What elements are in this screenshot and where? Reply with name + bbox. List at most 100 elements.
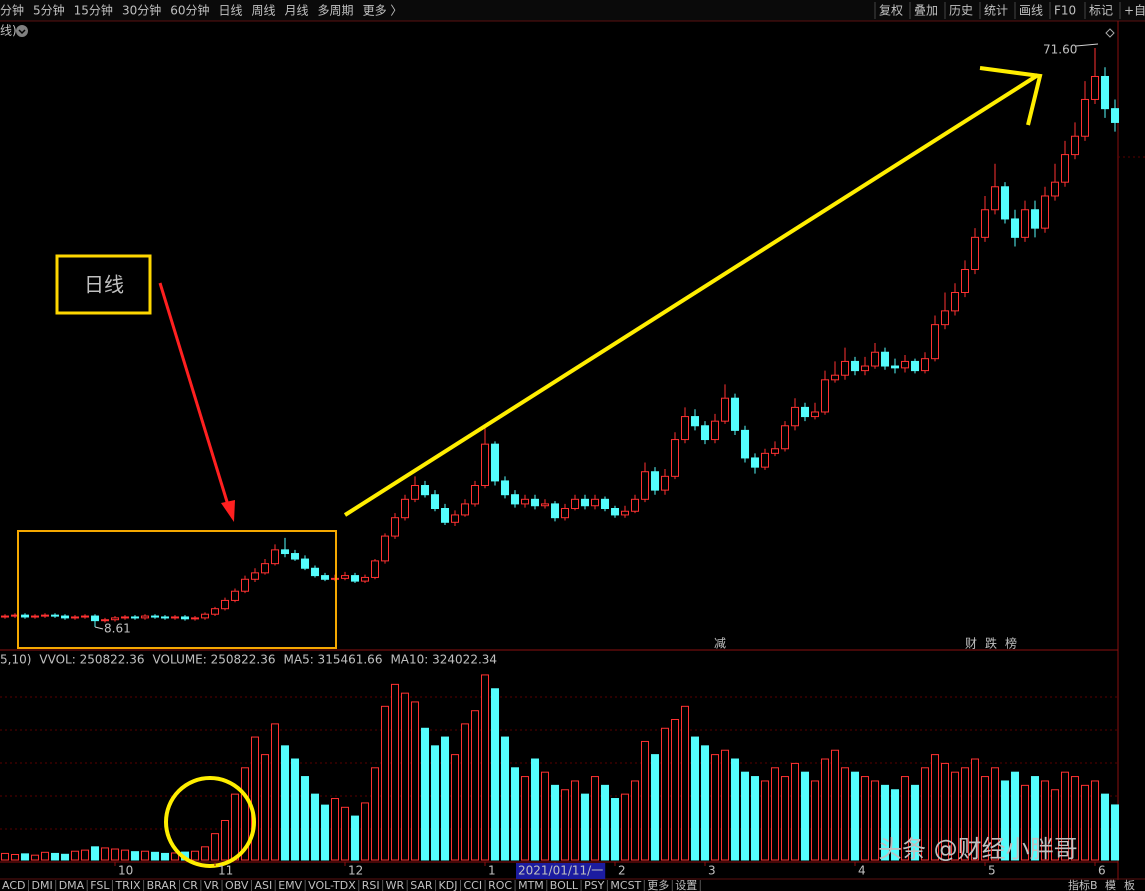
period-tab[interactable]: 分钟	[0, 3, 24, 18]
candle-body	[961, 269, 969, 293]
trend-arrow-head	[979, 66, 1043, 126]
volume-bar	[341, 806, 349, 861]
volume-bar	[591, 776, 599, 861]
right-tab[interactable]: 模	[1105, 879, 1116, 891]
dropdown-chevron	[18, 29, 26, 35]
indicator-tab[interactable]: WR	[386, 879, 405, 891]
x-cursor-box	[516, 863, 606, 879]
indicator-tab[interactable]: PSY	[584, 879, 605, 891]
period-tab[interactable]: 15分钟	[74, 3, 113, 18]
candle-body	[681, 416, 689, 441]
volume-bar	[691, 736, 699, 861]
indicator-tab[interactable]: MCST	[610, 879, 641, 891]
indicator-tab[interactable]: FSL	[90, 879, 110, 891]
highlight-circle	[164, 776, 256, 868]
candle-body	[831, 374, 839, 381]
indicator-tab[interactable]: RSI	[362, 879, 380, 891]
period-tab[interactable]: 30分钟	[122, 3, 161, 18]
marker[interactable]: 跌	[985, 636, 997, 651]
indicator-tab[interactable]: 设置	[675, 879, 697, 891]
volume-bar	[741, 771, 749, 861]
candle-body	[821, 379, 829, 413]
indicator-tab[interactable]: DMI	[31, 879, 52, 891]
candle-body	[301, 558, 309, 569]
indicator-tab[interactable]: TRIX	[114, 879, 141, 891]
volume-bar	[421, 727, 429, 861]
candle-body	[621, 510, 629, 516]
indicator-tab[interactable]: ROC	[488, 879, 512, 891]
volume-bar	[751, 776, 759, 861]
volume-bar	[881, 784, 889, 861]
candle-body	[531, 498, 539, 507]
toolbar-button[interactable]: 复权	[879, 4, 903, 18]
indicator-tab[interactable]: SAR	[410, 879, 433, 891]
volume-bar	[191, 850, 199, 861]
diamond-icon[interactable]	[1105, 28, 1115, 38]
candle-body	[741, 429, 749, 459]
pointer-arrow	[158, 282, 230, 506]
volume-bar	[101, 847, 109, 861]
candle-body	[731, 397, 739, 431]
highlight-box	[17, 530, 337, 649]
x-tick-label: 3	[708, 864, 716, 878]
candle-body	[561, 507, 569, 519]
candle-body	[41, 614, 49, 617]
indicator-tab[interactable]: VR	[204, 879, 220, 891]
volume-bar	[241, 767, 249, 861]
indicator-tab[interactable]: ACD	[2, 879, 25, 891]
period-tab[interactable]: 多周期	[318, 4, 354, 18]
indicator-tab[interactable]: ASI	[254, 879, 272, 891]
toolbar-button[interactable]: +自选	[1124, 4, 1145, 18]
period-tab[interactable]: 月线	[285, 4, 309, 18]
candle-body	[1031, 209, 1039, 229]
indicator-tab[interactable]: BOLL	[550, 879, 579, 891]
volume-bar	[511, 767, 519, 861]
volume-bar	[51, 852, 59, 861]
indicator-tab[interactable]: KDJ	[439, 879, 458, 891]
period-tab[interactable]: 5分钟	[33, 3, 65, 18]
indicator-tab[interactable]: OBV	[225, 879, 249, 891]
candle-body	[641, 471, 649, 500]
volume-bar	[171, 852, 179, 861]
candle-body	[211, 608, 219, 615]
candle-body	[841, 360, 849, 376]
toolbar-button[interactable]: 历史	[949, 4, 973, 18]
toolbar-button[interactable]: 叠加	[914, 4, 938, 18]
period-tab[interactable]: 日线	[219, 4, 243, 18]
marker[interactable]: 减	[714, 637, 726, 651]
right-tab[interactable]: 板	[1124, 878, 1135, 891]
volume-bar	[361, 802, 369, 861]
candle-body	[941, 310, 949, 326]
indicator-tab[interactable]: MTM	[518, 879, 544, 891]
volume-bar	[91, 846, 99, 861]
indicator-tab[interactable]: DMA	[59, 879, 85, 891]
period-tab[interactable]: 60分钟	[170, 3, 209, 18]
toolbar-button[interactable]: 画线	[1019, 4, 1043, 18]
candle-body	[311, 567, 319, 577]
indicator-tab[interactable]: CCI	[463, 879, 482, 891]
indicator-tab[interactable]: VOL-TDX	[308, 879, 356, 891]
candle-body	[951, 291, 959, 312]
volume-header: VOLUME: 250822.36	[153, 653, 276, 667]
marker[interactable]: 榜	[1005, 636, 1017, 651]
candle-body	[891, 365, 899, 369]
toolbar-button[interactable]: 统计	[984, 4, 1008, 18]
right-tab[interactable]: 指标B	[1068, 878, 1098, 891]
indicator-tab[interactable]: 更多	[647, 878, 669, 891]
volume-bar	[851, 771, 859, 861]
volume-bar	[31, 854, 39, 861]
volume-bar	[381, 705, 389, 861]
volume-bar	[351, 815, 359, 861]
period-tab[interactable]: 周线	[252, 4, 276, 18]
toolbar-button[interactable]: F10	[1054, 4, 1076, 18]
marker[interactable]: 财	[965, 637, 977, 651]
dropdown-icon[interactable]	[16, 25, 28, 37]
period-tab[interactable]: 更多 〉	[363, 4, 403, 18]
volume-bar	[231, 793, 239, 861]
volume-bar	[141, 850, 149, 861]
indicator-tab[interactable]: EMV	[278, 879, 302, 891]
volume-bar	[561, 789, 569, 861]
indicator-tab[interactable]: CR	[183, 879, 199, 891]
toolbar-button[interactable]: 标记	[1089, 4, 1113, 18]
indicator-tab[interactable]: BRAR	[147, 879, 177, 891]
